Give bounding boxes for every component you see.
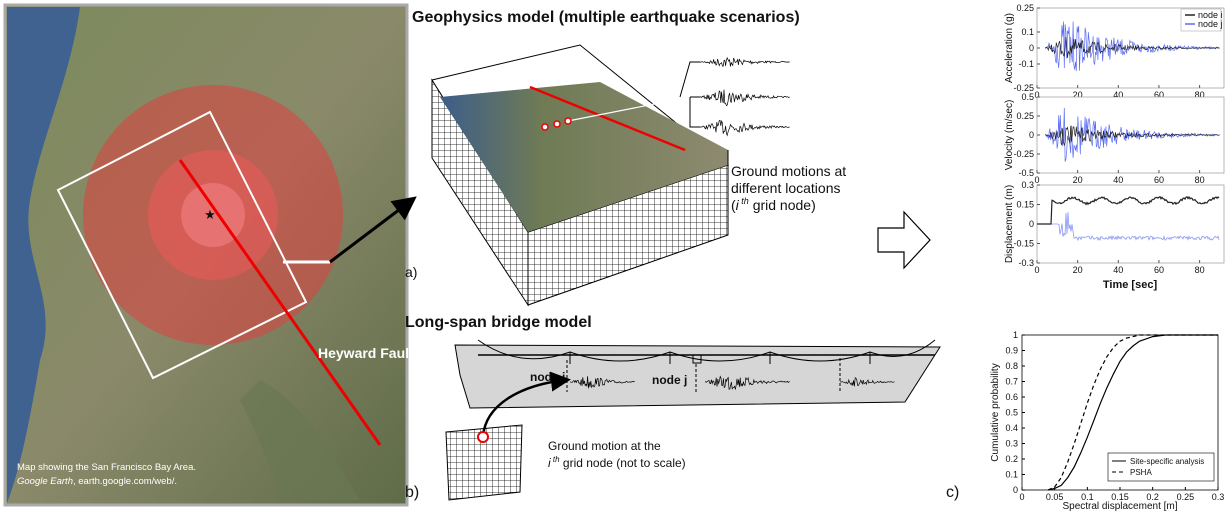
y-tick-label: 0.2 bbox=[1005, 454, 1018, 464]
caption-rest: , earth.google.com/web/. bbox=[73, 476, 177, 487]
figure: ★ Heyward Fault Map showing the San Fran… bbox=[0, 0, 1231, 512]
x-tick-label: 0 bbox=[1034, 175, 1039, 185]
x-tick-label: 60 bbox=[1154, 175, 1164, 185]
legend-label: PSHA bbox=[1130, 468, 1152, 477]
svg-text:★: ★ bbox=[204, 207, 216, 222]
y-tick-label: -0.25 bbox=[1013, 149, 1034, 159]
y-tick-label: 0.3 bbox=[1005, 439, 1018, 449]
map-caption: Map showing the San Francisco Bay Area. bbox=[17, 462, 196, 473]
y-tick-label: 0.1 bbox=[1021, 27, 1034, 37]
waveform bbox=[700, 58, 790, 67]
x-tick-label: 80 bbox=[1195, 175, 1205, 185]
y-tick-label: 0.3 bbox=[1021, 180, 1034, 190]
y-tick-label: -0.3 bbox=[1018, 258, 1034, 268]
y-tick-label: 0 bbox=[1029, 130, 1034, 140]
y-tick-label: -0.5 bbox=[1018, 168, 1034, 178]
x-tick-label: 0 bbox=[1019, 492, 1024, 502]
y-tick-label: 0.5 bbox=[1005, 408, 1018, 418]
y-tick-label: 0.6 bbox=[1005, 392, 1018, 402]
y-axis-label: Acceleration (g) bbox=[1004, 13, 1015, 83]
waveform bbox=[700, 90, 790, 106]
x-tick-label: 0.25 bbox=[1177, 492, 1195, 502]
y-tick-label: 0 bbox=[1029, 219, 1034, 229]
panel-letter: b) bbox=[405, 484, 419, 501]
annotation: different locations bbox=[731, 180, 840, 196]
y-tick-label: 0.7 bbox=[1005, 377, 1018, 387]
node-label: node j bbox=[652, 373, 687, 387]
annotation-part: grid node) bbox=[749, 197, 816, 213]
y-tick-label: 0.8 bbox=[1005, 361, 1018, 371]
y-tick-label: 0.25 bbox=[1016, 111, 1034, 121]
waveform bbox=[700, 120, 790, 135]
panel-letter: a) bbox=[405, 264, 417, 280]
legend-label: node j bbox=[1198, 19, 1223, 29]
y-tick-label: 0.25 bbox=[1016, 3, 1034, 13]
panel-a-title: Geophysics model (multiple earthquake sc… bbox=[412, 9, 800, 26]
annotation: Ground motions at bbox=[731, 163, 846, 179]
hollow-arrow bbox=[878, 212, 930, 268]
legend-label: Site-specific analysis bbox=[1130, 457, 1204, 466]
x-tick-label: 20 bbox=[1073, 175, 1083, 185]
map: ★ Heyward Fault Map showing the San Fran… bbox=[5, 5, 414, 505]
y-tick-label: 0.1 bbox=[1005, 470, 1018, 480]
waveforms bbox=[700, 58, 790, 135]
annotation-part: grid node (not to scale) bbox=[560, 456, 686, 470]
x-tick-label: 0 bbox=[1034, 265, 1039, 275]
x-tick-label: 0.3 bbox=[1212, 492, 1225, 502]
annotation: (i th grid node) bbox=[731, 196, 816, 213]
x-axis-label: Spectral displacement [m] bbox=[1062, 501, 1177, 512]
y-tick-label: 0 bbox=[1013, 485, 1018, 495]
y-tick-label: 0.4 bbox=[1005, 423, 1018, 433]
y-tick-label: 0 bbox=[1029, 43, 1034, 53]
x-tick-label: 0.05 bbox=[1046, 492, 1064, 502]
x-axis-label: Time [sec] bbox=[1103, 279, 1158, 291]
x-tick-label: 20 bbox=[1073, 265, 1083, 275]
caption-source: Google Earth bbox=[17, 476, 73, 487]
y-axis-label: Velocity (m/sec) bbox=[1004, 100, 1015, 171]
x-tick-label: 40 bbox=[1113, 265, 1123, 275]
y-axis-label: Cumulative probability bbox=[990, 363, 1001, 461]
panel-letter: c) bbox=[946, 484, 959, 501]
y-axis-label: Displacement (m) bbox=[1004, 185, 1015, 263]
y-tick-label: 0.15 bbox=[1016, 200, 1034, 210]
x-tick-label: 80 bbox=[1195, 265, 1205, 275]
y-tick-label: 0.5 bbox=[1021, 92, 1034, 102]
x-tick-label: 40 bbox=[1113, 175, 1123, 185]
geophysics-box bbox=[432, 45, 728, 305]
y-tick-label: -0.15 bbox=[1013, 239, 1034, 249]
bridge bbox=[455, 340, 940, 408]
map-caption: Google Earth, earth.google.com/web/. bbox=[17, 476, 177, 487]
y-tick-label: 0.9 bbox=[1005, 346, 1018, 356]
panel-b-title: Long-span bridge model bbox=[405, 314, 592, 331]
annotation: i th grid node (not to scale) bbox=[548, 455, 686, 470]
fault-label: Heyward Fault bbox=[318, 345, 414, 361]
annotation: Ground motion at the bbox=[548, 439, 661, 453]
y-tick-label: 1 bbox=[1013, 330, 1018, 340]
y-tick-label: -0.1 bbox=[1018, 59, 1034, 69]
annotation-part: th bbox=[739, 196, 749, 206]
x-tick-label: 60 bbox=[1154, 265, 1164, 275]
